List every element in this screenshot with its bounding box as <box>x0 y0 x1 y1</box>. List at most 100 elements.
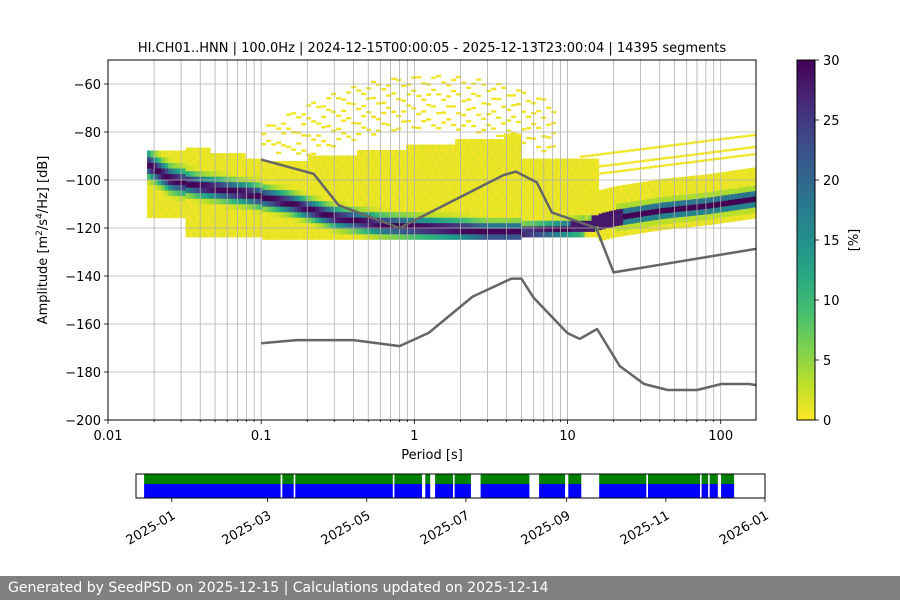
heat-outlier <box>609 151 615 155</box>
heat-cell <box>563 164 568 172</box>
heat-cell <box>325 177 330 185</box>
heat-cell <box>343 232 348 240</box>
heat-outlier <box>614 163 620 166</box>
heat-cell <box>749 206 754 214</box>
heat-cell <box>441 205 446 213</box>
heat-cell <box>325 199 330 207</box>
heat-cell <box>640 226 645 234</box>
availability-bar-blue <box>568 484 582 498</box>
heat-cell <box>294 227 299 235</box>
heat-cell <box>308 227 313 235</box>
heat-cell <box>644 203 649 211</box>
heat-cell <box>357 227 362 235</box>
timeline-tick-label: 2026-01 <box>717 508 772 548</box>
heat-cell <box>570 213 575 221</box>
heat-cell <box>616 219 621 226</box>
colorbar-tick-label: 5 <box>823 354 831 369</box>
heat-cell <box>448 216 453 224</box>
heat-cell <box>472 166 477 174</box>
heat-cell <box>206 147 211 155</box>
heat-cell <box>567 202 572 210</box>
heat-cell <box>430 232 435 240</box>
heat-cell <box>192 213 197 221</box>
heat-outlier <box>301 123 307 126</box>
heat-cell <box>241 191 246 199</box>
heat-outlier <box>416 76 422 79</box>
heat-cell <box>644 220 649 228</box>
heat-cell <box>360 150 365 157</box>
heat-cell <box>164 189 169 197</box>
heat-cell <box>168 183 173 191</box>
heat-cell <box>465 216 470 224</box>
heat-outlier <box>594 165 600 168</box>
heat-cell <box>535 169 540 177</box>
heat-cell <box>308 172 313 180</box>
heat-cell <box>241 164 246 172</box>
heat-cell <box>322 227 327 235</box>
heat-cell <box>406 166 411 174</box>
heat-cell <box>686 214 691 222</box>
heat-cell <box>150 183 155 191</box>
heat-cell <box>171 150 176 158</box>
heat-cell <box>469 194 474 202</box>
heat-cell <box>217 158 222 166</box>
heat-cell <box>210 153 215 161</box>
heat-cell <box>196 175 201 183</box>
heat-cell <box>168 150 173 158</box>
heat-cell <box>227 169 232 177</box>
heat-outlier <box>594 172 600 176</box>
heat-cell <box>241 180 246 188</box>
heat-outlier <box>426 93 432 96</box>
heat-cell <box>451 221 456 229</box>
heat-cell <box>581 230 586 238</box>
heat-cell <box>343 166 348 174</box>
heat-cell <box>483 210 488 218</box>
heat-outlier <box>496 134 502 138</box>
heat-cell <box>521 219 526 227</box>
heat-outlier <box>436 111 442 115</box>
heat-cell <box>539 175 544 183</box>
heat-cell <box>525 213 530 221</box>
heat-cell <box>185 191 190 199</box>
heat-cell <box>535 164 540 172</box>
heat-outlier <box>496 116 502 119</box>
availability-bar-blue <box>701 484 709 498</box>
heat-cell <box>182 183 187 191</box>
heat-cell <box>199 153 204 161</box>
heat-cell <box>392 177 397 185</box>
heat-cell <box>255 158 260 166</box>
heat-cell <box>472 227 477 235</box>
heat-cell <box>514 155 519 163</box>
heat-cell <box>399 194 404 202</box>
heat-cell <box>511 188 516 196</box>
heat-cell <box>483 227 488 235</box>
heat-cell <box>570 164 575 172</box>
heat-cell <box>315 199 320 207</box>
heat-cell <box>455 227 460 235</box>
heat-cell <box>423 172 428 180</box>
heat-cell <box>325 221 330 229</box>
heat-cell <box>724 188 729 196</box>
heat-cell <box>385 194 390 202</box>
heat-cell <box>588 169 593 177</box>
heat-cell <box>231 153 236 161</box>
heat-cell <box>483 188 488 196</box>
heat-cell <box>241 158 246 166</box>
heat-cell <box>469 232 474 240</box>
heat-cell <box>693 181 698 189</box>
heat-cell <box>213 202 218 210</box>
heat-cell <box>413 172 418 180</box>
heat-cell <box>364 150 369 157</box>
heat-cell <box>297 188 302 196</box>
heat-cell <box>248 191 253 199</box>
heat-cell <box>220 169 225 177</box>
heat-cell <box>553 175 558 183</box>
heat-cell <box>637 204 642 212</box>
heat-cell <box>588 186 593 194</box>
heat-cell <box>451 144 456 152</box>
y-tick-label: −60 <box>74 78 101 93</box>
heat-outlier <box>466 120 472 123</box>
heat-cell <box>735 208 740 216</box>
heat-cell <box>469 221 474 229</box>
availability-bar-blue <box>454 484 471 498</box>
